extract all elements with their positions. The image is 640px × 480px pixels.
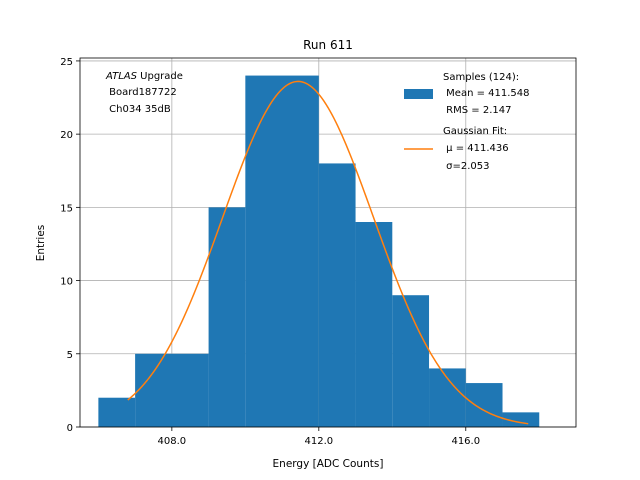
gaussian-fit-curve <box>127 80 529 425</box>
histogram-bar-9 <box>502 412 540 427</box>
y-tick-label: 0 <box>67 423 73 434</box>
histogram-bar-1 <box>135 353 209 427</box>
plot-frame <box>79 57 577 428</box>
y-tick-label: 20 <box>60 130 73 141</box>
legend-fit-line2: μ = 411.436 <box>443 143 509 154</box>
y-axis-title: Entries <box>35 225 47 262</box>
y-tick-label: 15 <box>60 203 73 214</box>
histogram-bar-8 <box>465 383 503 427</box>
axis-ticks: 408.0 412.0 416.0 0 5 10 15 20 25 <box>60 57 480 447</box>
histogram-bar-2 <box>208 207 246 427</box>
legend: Samples (124): Mean = 411.548 RMS = 2.14… <box>404 72 530 172</box>
x-tick-label: 408.0 <box>158 436 187 447</box>
legend-samples-line2: Mean = 411.548 <box>443 88 530 99</box>
legend-samples-swatch <box>404 89 433 99</box>
x-axis-title: Energy [ADC Counts] <box>273 458 384 470</box>
legend-samples-line1: Samples (124): <box>443 72 519 83</box>
y-tick-label: 5 <box>67 350 73 361</box>
y-tick-label: 10 <box>60 277 73 288</box>
atlas-label: ATLAS Upgrade <box>105 71 183 82</box>
chart-title: Run 611 <box>303 38 353 52</box>
channel-label: Ch034 35dB <box>106 104 171 115</box>
legend-samples-line3: RMS = 2.147 <box>443 105 511 116</box>
x-tick-label: 416.0 <box>451 436 480 447</box>
histogram-bar-3 <box>245 75 319 428</box>
atlas-rest: Upgrade <box>137 71 183 82</box>
legend-fit-line3: σ=2.053 <box>443 161 490 172</box>
x-tick-label: 412.0 <box>304 436 333 447</box>
fit-line <box>127 80 529 425</box>
histogram-bar-6 <box>392 295 430 427</box>
histogram-bars <box>98 75 540 428</box>
atlas-annotation: ATLAS Upgrade Board187722 Ch034 35dB <box>105 71 183 115</box>
y-tick-label: 25 <box>60 57 73 68</box>
legend-fit-line1: Gaussian Fit: <box>443 126 507 137</box>
atlas-italic: ATLAS <box>105 71 138 82</box>
histogram-bar-0 <box>98 397 136 427</box>
board-label: Board187722 <box>106 87 177 98</box>
histogram-bar-5 <box>355 222 393 427</box>
histogram-bar-4 <box>318 163 356 427</box>
